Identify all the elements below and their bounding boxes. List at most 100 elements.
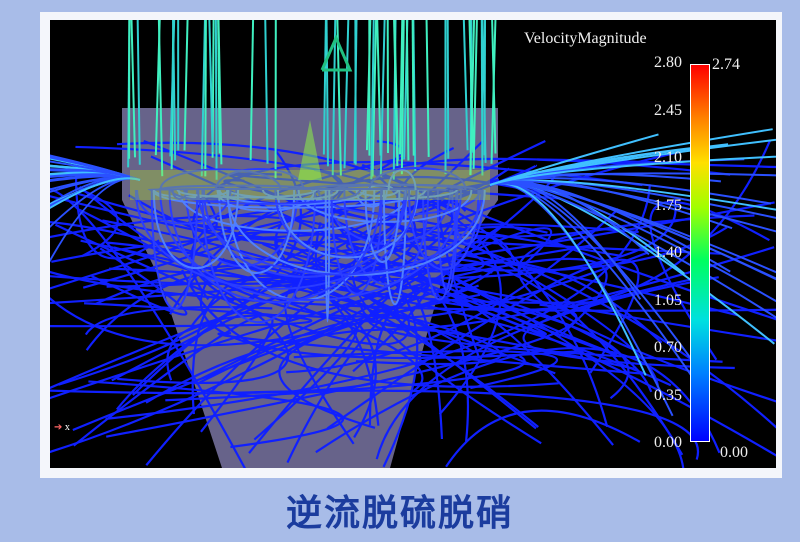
streamline [50,177,141,229]
streamline [261,189,339,201]
axis-indicator: ➔ x [54,422,70,433]
streamline [382,189,407,306]
streamline [84,305,273,336]
streamline [368,167,467,191]
caption-title: 逆流脱硫脱硝 [285,493,514,534]
streamline [468,20,475,153]
streamline [325,20,329,167]
streamline [445,409,641,468]
streamline [399,20,404,155]
streamline [370,20,375,180]
streamline [462,20,469,151]
scale-tick: 1.05 [654,291,682,309]
inlet-marker [320,34,353,72]
scale-tick: 2.10 [654,149,682,166]
streamline [405,20,410,161]
streamline [217,20,223,165]
streamline-canvas [50,20,776,468]
streamline [249,20,255,160]
streamline [343,189,430,286]
streamline [74,186,119,258]
scale-tick: 1.40 [654,244,682,261]
streamline [183,20,189,151]
streamline [136,20,141,165]
streamline [489,155,776,186]
axis-label: x [64,422,70,433]
streamline [50,220,509,454]
streamline [195,321,358,441]
streamline [489,182,776,319]
streamline [324,189,331,323]
streamline [50,187,246,468]
scale-tick: 2.45 [654,101,682,119]
streamline [293,350,558,390]
streamline [376,20,382,156]
scale-tick: 0.70 [654,339,682,356]
streamline [284,280,474,445]
streamline-visualization: VelocityMagnitude 2.80 2.45 2.10 1.75 1.40 1.… [50,20,776,468]
streamline [136,189,232,225]
streamline [411,20,415,156]
streamline [481,20,487,163]
streamline [417,275,653,393]
scale-tick: 1.75 [654,196,682,214]
streamline [147,187,449,191]
streamline [387,169,417,191]
streamline [159,189,463,301]
streamline [214,20,218,180]
streamline [490,20,497,164]
color-bar [690,64,710,442]
streamline [130,20,137,158]
scale-tick: 0.00 [654,434,682,451]
streamline [152,189,240,270]
streamline [176,189,317,199]
min-label: 0.00 [720,444,748,461]
streamline [297,189,473,223]
streamline [400,20,405,175]
x-axis-arrow-icon: ➔ [54,422,63,433]
streamline [214,168,305,191]
streamline [208,20,214,153]
streamline [50,257,608,400]
streamline [393,20,399,167]
streamline [517,214,776,403]
streamline [326,258,640,430]
streamline [330,189,383,295]
streamline [422,189,458,301]
streamline [286,261,663,464]
streamline [322,20,327,155]
streamline [436,189,459,293]
streamline [50,176,141,206]
streamline [480,20,484,176]
streamline [522,275,735,370]
streamline [159,168,282,191]
streamline [371,20,378,177]
streamline [172,20,177,161]
max-label: 2.74 [712,56,740,73]
high-velocity-peak [298,120,322,180]
streamline [331,20,337,176]
streamline [217,332,643,375]
streamline [50,160,141,181]
streamline [489,181,776,281]
scale-tick: 0.35 [654,386,682,404]
streamline [264,20,269,164]
streamline [145,328,469,404]
streamline [200,20,206,177]
streamline [78,185,499,318]
streamline [275,240,537,430]
streamline [170,189,362,205]
streamline [201,189,317,324]
streamline [154,20,161,156]
streamline [411,285,630,400]
streamline [303,183,465,191]
streamline [204,20,207,177]
streamline [332,258,684,456]
streamline [379,20,386,177]
streamline [364,189,401,263]
streamline [50,177,141,210]
streamline [105,184,652,420]
streamline [88,380,345,449]
streamline [218,189,296,275]
streamline [343,20,350,169]
